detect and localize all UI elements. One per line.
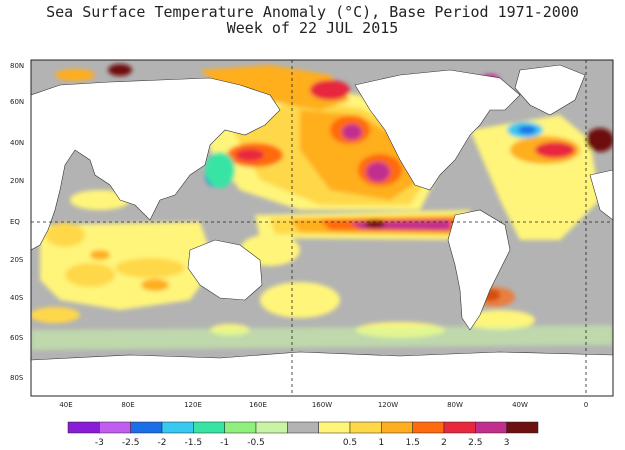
lat-label: 80N <box>10 62 24 70</box>
anomaly-layer <box>31 64 613 350</box>
colorbar-swatch <box>224 421 257 434</box>
south-america-landmass <box>447 209 511 331</box>
lon-label: 120W <box>378 401 398 409</box>
colorbar-swatch <box>349 421 382 434</box>
colorbar-tick-label: -3 <box>95 438 104 448</box>
north-america-landmass <box>354 69 521 191</box>
eurasia-africa-landmass <box>31 77 281 251</box>
colorbar-swatch <box>381 421 413 434</box>
colorbar <box>67 421 539 434</box>
colorbar-swatch <box>99 421 131 434</box>
colorbar-tick-label: -1 <box>220 438 229 448</box>
colorbar-tick-label: 0.5 <box>343 438 357 448</box>
lat-label: 20N <box>10 177 24 185</box>
colorbar-swatch <box>412 421 445 434</box>
australia-landmass <box>187 239 263 301</box>
map-subtitle: Week of 22 JUL 2015 <box>226 19 399 37</box>
lat-label: 20S <box>10 256 24 264</box>
longitude-labels: 40E 80E 120E 160E 160W 120W 80W 40W 0 <box>59 401 588 409</box>
colorbar-swatch <box>255 421 288 434</box>
colorbar-swatch <box>475 421 507 434</box>
africa-east-landmass <box>589 169 613 221</box>
lon-label: 120E <box>184 401 202 409</box>
colorbar-tick-label: -2.5 <box>122 438 140 448</box>
colorbar-tick-label: 1.5 <box>406 438 420 448</box>
lat-label: 60N <box>10 98 24 106</box>
colorbar-labels: -3 -2.5 -2 -1.5 -1 -0.5 0.5 1 1.5 2 2.5 3 <box>95 438 510 448</box>
colorbar-swatch <box>506 421 539 434</box>
lat-label: 40N <box>10 139 24 147</box>
greenland-landmass <box>514 64 586 116</box>
latitude-labels: 80N 60N 40N 20N EQ 20S 40S 60S 80S <box>10 62 24 382</box>
land-layer <box>31 64 613 396</box>
colorbar-tick-label: -1.5 <box>185 438 203 448</box>
colorbar-swatch <box>161 421 194 434</box>
colorbar-tick-label: 1 <box>378 438 384 448</box>
map-frame <box>30 59 614 397</box>
lat-label: 60S <box>10 334 24 342</box>
antarctica-landmass <box>31 351 613 396</box>
colorbar-swatch <box>318 421 351 434</box>
colorbar-swatch <box>130 421 163 434</box>
lon-label: 40E <box>59 401 72 409</box>
lon-label: 80W <box>447 401 463 409</box>
map-title: Sea Surface Temperature Anomaly (°C), Ba… <box>46 3 579 21</box>
lat-label: EQ <box>10 218 20 226</box>
colorbar-tick-label: -2 <box>158 438 167 448</box>
colorbar-tick-label: -0.5 <box>247 438 265 448</box>
colorbar-swatch <box>287 421 319 434</box>
lon-label: 40W <box>512 401 528 409</box>
colorbar-tick-label: 3 <box>504 438 510 448</box>
lon-label: 160E <box>249 401 267 409</box>
colorbar-swatch <box>67 421 100 434</box>
colorbar-tick-label: 2.5 <box>468 438 482 448</box>
lon-label: 160W <box>312 401 332 409</box>
lat-label: 40S <box>10 294 24 302</box>
lon-label: 80E <box>121 401 134 409</box>
lon-label: 0 <box>584 401 588 409</box>
colorbar-swatch <box>443 421 476 434</box>
lat-label: 80S <box>10 374 24 382</box>
colorbar-swatch <box>193 421 225 434</box>
colorbar-tick-label: 2 <box>441 438 447 448</box>
